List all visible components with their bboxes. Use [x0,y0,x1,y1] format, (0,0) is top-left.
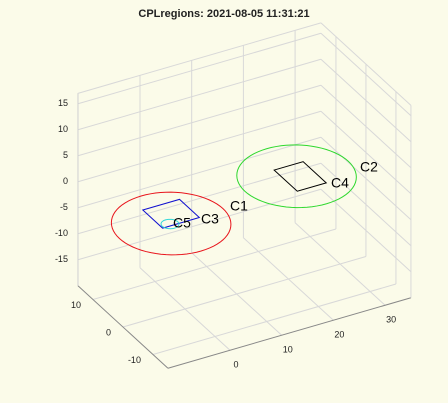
y-tick-label: 0 [106,327,111,337]
grid-line [77,84,322,157]
y-tick-label: -10 [128,355,141,365]
grid-line [92,228,337,300]
grid-line [320,162,412,247]
x-tick-label: 30 [386,315,396,325]
z-tick-label: -10 [55,228,68,238]
region-polygon [273,161,328,192]
region-circle [160,218,180,230]
x-axis [167,297,412,369]
grid-line [77,136,322,209]
region-circle [236,144,357,209]
grid-line [320,136,412,221]
region-label: C2 [360,159,378,175]
grid-line [320,32,412,117]
grid-line [320,110,412,195]
z-tick-label: -15 [55,254,68,264]
grid-line [320,188,412,273]
z-tick-label: 5 [63,150,68,160]
z-tick-label: 15 [58,98,68,108]
grid-line [77,110,322,183]
y-axis [77,285,169,369]
grid-line [320,58,412,143]
z-tick-label: 0 [63,176,68,186]
region-label: C3 [201,211,219,227]
grid-line [77,32,322,105]
region-label: C1 [230,198,248,214]
x-tick-label: 0 [233,360,238,370]
x-tick-label: 10 [283,345,293,355]
box-edge [320,22,412,106]
y-tick-label: 10 [71,300,81,310]
box-edge [77,22,322,94]
x-tick-label: 20 [334,330,344,340]
grid-line [122,256,367,328]
grid-line [77,188,322,261]
grid-line [77,58,322,131]
z-tick-label: -5 [60,202,68,212]
region-label: C4 [331,175,349,191]
grid-line [152,283,397,355]
chart-title: CPLregions: 2021-08-05 11:31:21 [138,8,309,20]
grid-line [320,84,412,169]
region-label: C5 [173,215,191,231]
region-circle [110,191,232,256]
grid-line [77,162,322,235]
region-polygon [141,198,201,229]
z-tick-label: 10 [58,124,68,134]
